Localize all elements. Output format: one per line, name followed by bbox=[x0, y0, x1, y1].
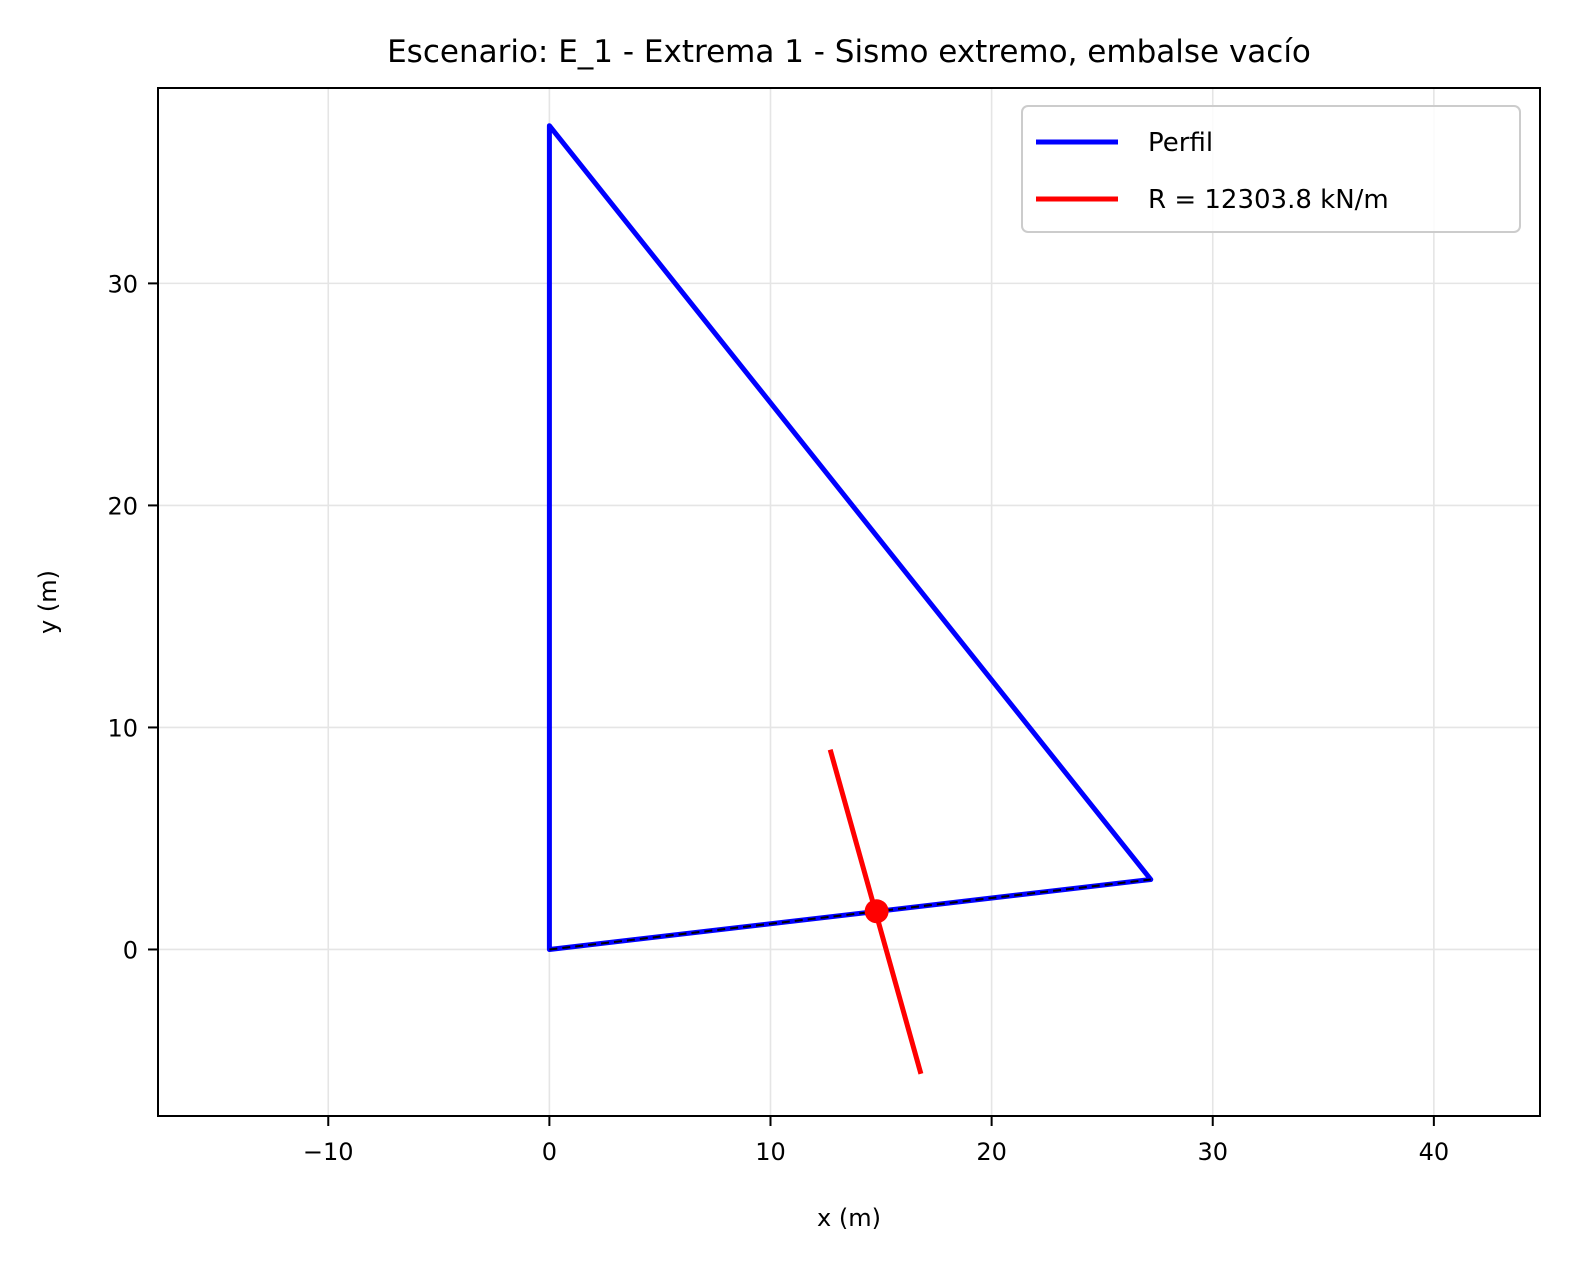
x-tick-label: −10 bbox=[303, 1138, 354, 1166]
legend: Perfil R = 12303.8 kN/m bbox=[1021, 105, 1521, 233]
y-tick-label: 0 bbox=[123, 936, 138, 964]
axis-ticks: −10 0 10 20 30 40 0 10 20 30 bbox=[107, 270, 1449, 1166]
plot-frame bbox=[157, 87, 1541, 1117]
legend-label-1: Perfil bbox=[1148, 128, 1213, 158]
x-tick-label: 40 bbox=[1419, 1138, 1450, 1166]
legend-label-2: R = 12303.8 kN/m bbox=[1148, 185, 1389, 215]
series-layer bbox=[546, 123, 1154, 1075]
y-tick-label: 20 bbox=[107, 492, 138, 520]
x-axis-label: x (m) bbox=[817, 1204, 881, 1232]
x-tick-label: 30 bbox=[1197, 1138, 1228, 1166]
y-tick-label: 10 bbox=[107, 714, 138, 742]
legend-box bbox=[1021, 105, 1521, 233]
y-tick-label: 30 bbox=[107, 270, 138, 298]
base-dashed-line bbox=[549, 878, 1151, 951]
y-axis-label: y (m) bbox=[34, 570, 62, 634]
x-tick-label: 20 bbox=[976, 1138, 1007, 1166]
x-tick-label: 0 bbox=[542, 1138, 557, 1166]
resultant-point bbox=[864, 899, 889, 924]
chart-title: Escenario: E_1 - Extrema 1 - Sismo extre… bbox=[387, 34, 1311, 70]
x-tick-label: 10 bbox=[755, 1138, 786, 1166]
